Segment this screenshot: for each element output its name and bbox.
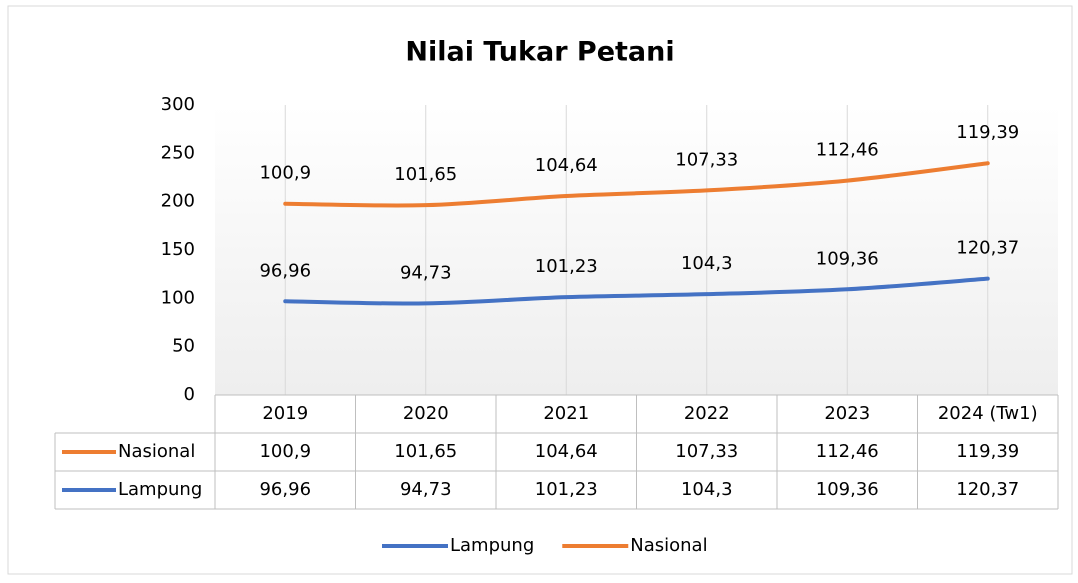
table-series-name: Lampung xyxy=(118,479,202,500)
data-label: 109,36 xyxy=(816,248,879,269)
x-tick-label: 2022 xyxy=(684,403,730,424)
legend-label: Nasional xyxy=(630,535,707,556)
data-label: 96,96 xyxy=(259,260,311,281)
data-label: 104,64 xyxy=(535,155,598,176)
table-cell: 94,73 xyxy=(400,479,452,500)
data-label: 94,73 xyxy=(400,262,452,283)
plot-area xyxy=(215,105,1058,395)
line xyxy=(283,161,990,208)
data-label: 107,33 xyxy=(675,149,738,170)
table-cell: 120,37 xyxy=(956,479,1019,500)
chart-title: Nilai Tukar Petani xyxy=(405,37,674,68)
table-cell: 119,39 xyxy=(956,441,1019,462)
data-label: 101,65 xyxy=(394,164,457,185)
table-cell: 104,3 xyxy=(681,479,733,500)
data-label: 112,46 xyxy=(816,140,879,161)
y-tick-label: 0 xyxy=(184,384,195,405)
x-tick-label: 2020 xyxy=(403,403,449,424)
line xyxy=(283,276,990,306)
data-label: 100,9 xyxy=(259,163,311,184)
table-cell: 107,33 xyxy=(675,441,738,462)
data-label: 119,39 xyxy=(956,122,1019,143)
table-cell: 101,23 xyxy=(535,479,598,500)
data-label: 101,23 xyxy=(535,256,598,277)
y-tick-label: 200 xyxy=(161,191,195,212)
y-tick-label: 50 xyxy=(172,336,195,357)
x-tick-label: 2019 xyxy=(262,403,308,424)
table-cell: 104,64 xyxy=(535,441,598,462)
table-cell: 100,9 xyxy=(259,441,311,462)
x-tick-label: 2021 xyxy=(543,403,589,424)
y-tick-label: 250 xyxy=(161,142,195,163)
data-label: 120,37 xyxy=(956,238,1019,259)
table-cell: 109,36 xyxy=(816,479,879,500)
y-tick-label: 100 xyxy=(161,287,195,308)
table-cell: 96,96 xyxy=(259,479,311,500)
legend-label: Lampung xyxy=(450,535,534,556)
table-series-name: Nasional xyxy=(118,441,195,462)
data-label: 104,3 xyxy=(681,253,733,274)
table-cell: 101,65 xyxy=(394,441,457,462)
y-tick-label: 300 xyxy=(161,94,195,115)
table-cell: 112,46 xyxy=(816,441,879,462)
x-tick-label: 2023 xyxy=(824,403,870,424)
x-tick-label: 2024 (Tw1) xyxy=(938,403,1038,424)
y-tick-label: 150 xyxy=(161,239,195,260)
